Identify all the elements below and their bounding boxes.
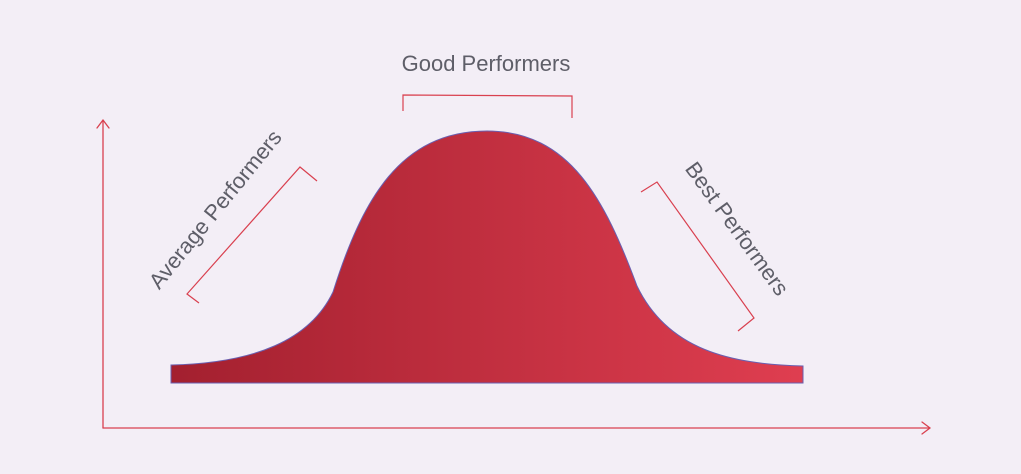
good-performers-label: Good Performers [402, 51, 571, 76]
x-axis-arrowhead [921, 421, 931, 435]
y-axis-arrowhead [96, 119, 110, 129]
good-performers-bracket [402, 94, 573, 118]
best-performers-bracket [640, 181, 755, 332]
brackets [186, 94, 755, 332]
axes [96, 119, 931, 435]
average-performers-bracket [186, 166, 318, 304]
bell-curve-shape [170, 130, 804, 384]
